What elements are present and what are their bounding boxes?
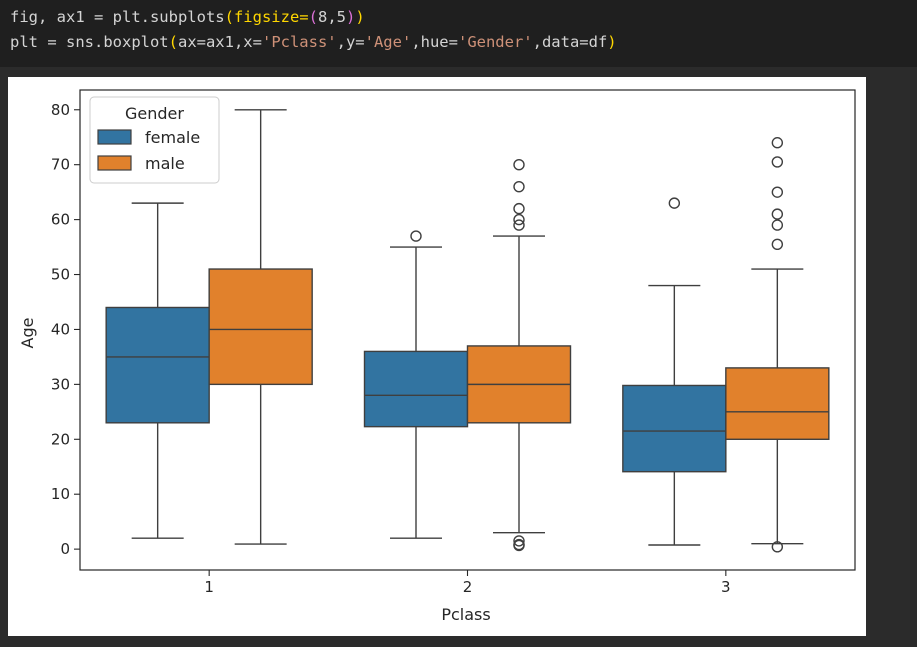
iqr-box — [363, 350, 469, 428]
outlier-point — [410, 230, 422, 242]
y-tick-label: 70 — [51, 156, 70, 174]
y-tick-label: 50 — [51, 266, 70, 284]
outlier-point — [771, 541, 784, 553]
outlier-point — [771, 137, 784, 149]
outlier-point — [513, 219, 525, 231]
box-male-1 — [208, 109, 313, 545]
outlier-point — [668, 197, 681, 209]
outlier-point — [771, 156, 784, 168]
outlier-point — [513, 535, 525, 547]
outlier-point — [771, 219, 784, 231]
x-axis-label: Pclass — [441, 605, 490, 624]
box-female-3 — [622, 197, 727, 546]
outlier-point — [513, 213, 525, 226]
outlier-point — [771, 186, 784, 198]
x-tick-label: 2 — [463, 578, 473, 596]
code-cell[interactable]: fig, ax1 = plt.subplots(figsize=(8,5)) p… — [0, 0, 917, 67]
legend-label-female: female — [145, 128, 200, 147]
iqr-box — [105, 306, 210, 424]
iqr-box — [622, 384, 727, 473]
legend: Gender female male — [89, 96, 220, 184]
code-line-1: fig, ax1 = plt.subplots(figsize=(8,5)) — [10, 8, 365, 26]
iqr-box — [725, 367, 830, 440]
outlier-point — [513, 538, 525, 551]
boxes-layer — [105, 109, 830, 553]
y-tick-label: 80 — [51, 101, 70, 119]
outlier-point — [771, 208, 784, 220]
legend-swatch-female — [97, 129, 132, 145]
code-line-2: plt = sns.boxplot(ax=ax1,x='Pclass',y='A… — [10, 33, 617, 51]
box-female-1 — [105, 202, 210, 539]
y-tick-label: 30 — [51, 375, 70, 393]
outlier-point — [771, 238, 784, 251]
y-tick-label: 0 — [60, 540, 70, 558]
iqr-box — [208, 268, 313, 386]
outlier-point — [513, 202, 525, 215]
legend-label-male: male — [145, 154, 185, 173]
legend-title: Gender — [125, 104, 184, 123]
y-tick-label: 10 — [51, 485, 70, 503]
box-male-3 — [725, 137, 830, 553]
y-tick-label: 60 — [51, 211, 70, 229]
box-male-2 — [466, 158, 572, 552]
chart-figure: 0 10 20 30 40 50 60 70 80 1 2 3 Gender female male Pc… — [8, 77, 866, 636]
x-tick-label: 1 — [204, 578, 214, 596]
y-tick-label: 20 — [51, 430, 70, 448]
outlier-point — [513, 158, 525, 171]
y-axis-label: Age — [18, 318, 37, 349]
box-female-2 — [363, 230, 469, 539]
axes-layer: 0 10 20 30 40 50 60 70 80 1 2 3 — [51, 89, 856, 596]
boxplot-chart: 0 10 20 30 40 50 60 70 80 1 2 3 Gender female male Pc… — [18, 89, 856, 624]
y-tick-label: 40 — [51, 320, 70, 338]
x-tick-label: 3 — [721, 578, 731, 596]
outlier-point — [513, 180, 525, 193]
legend-swatch-male — [97, 155, 132, 171]
